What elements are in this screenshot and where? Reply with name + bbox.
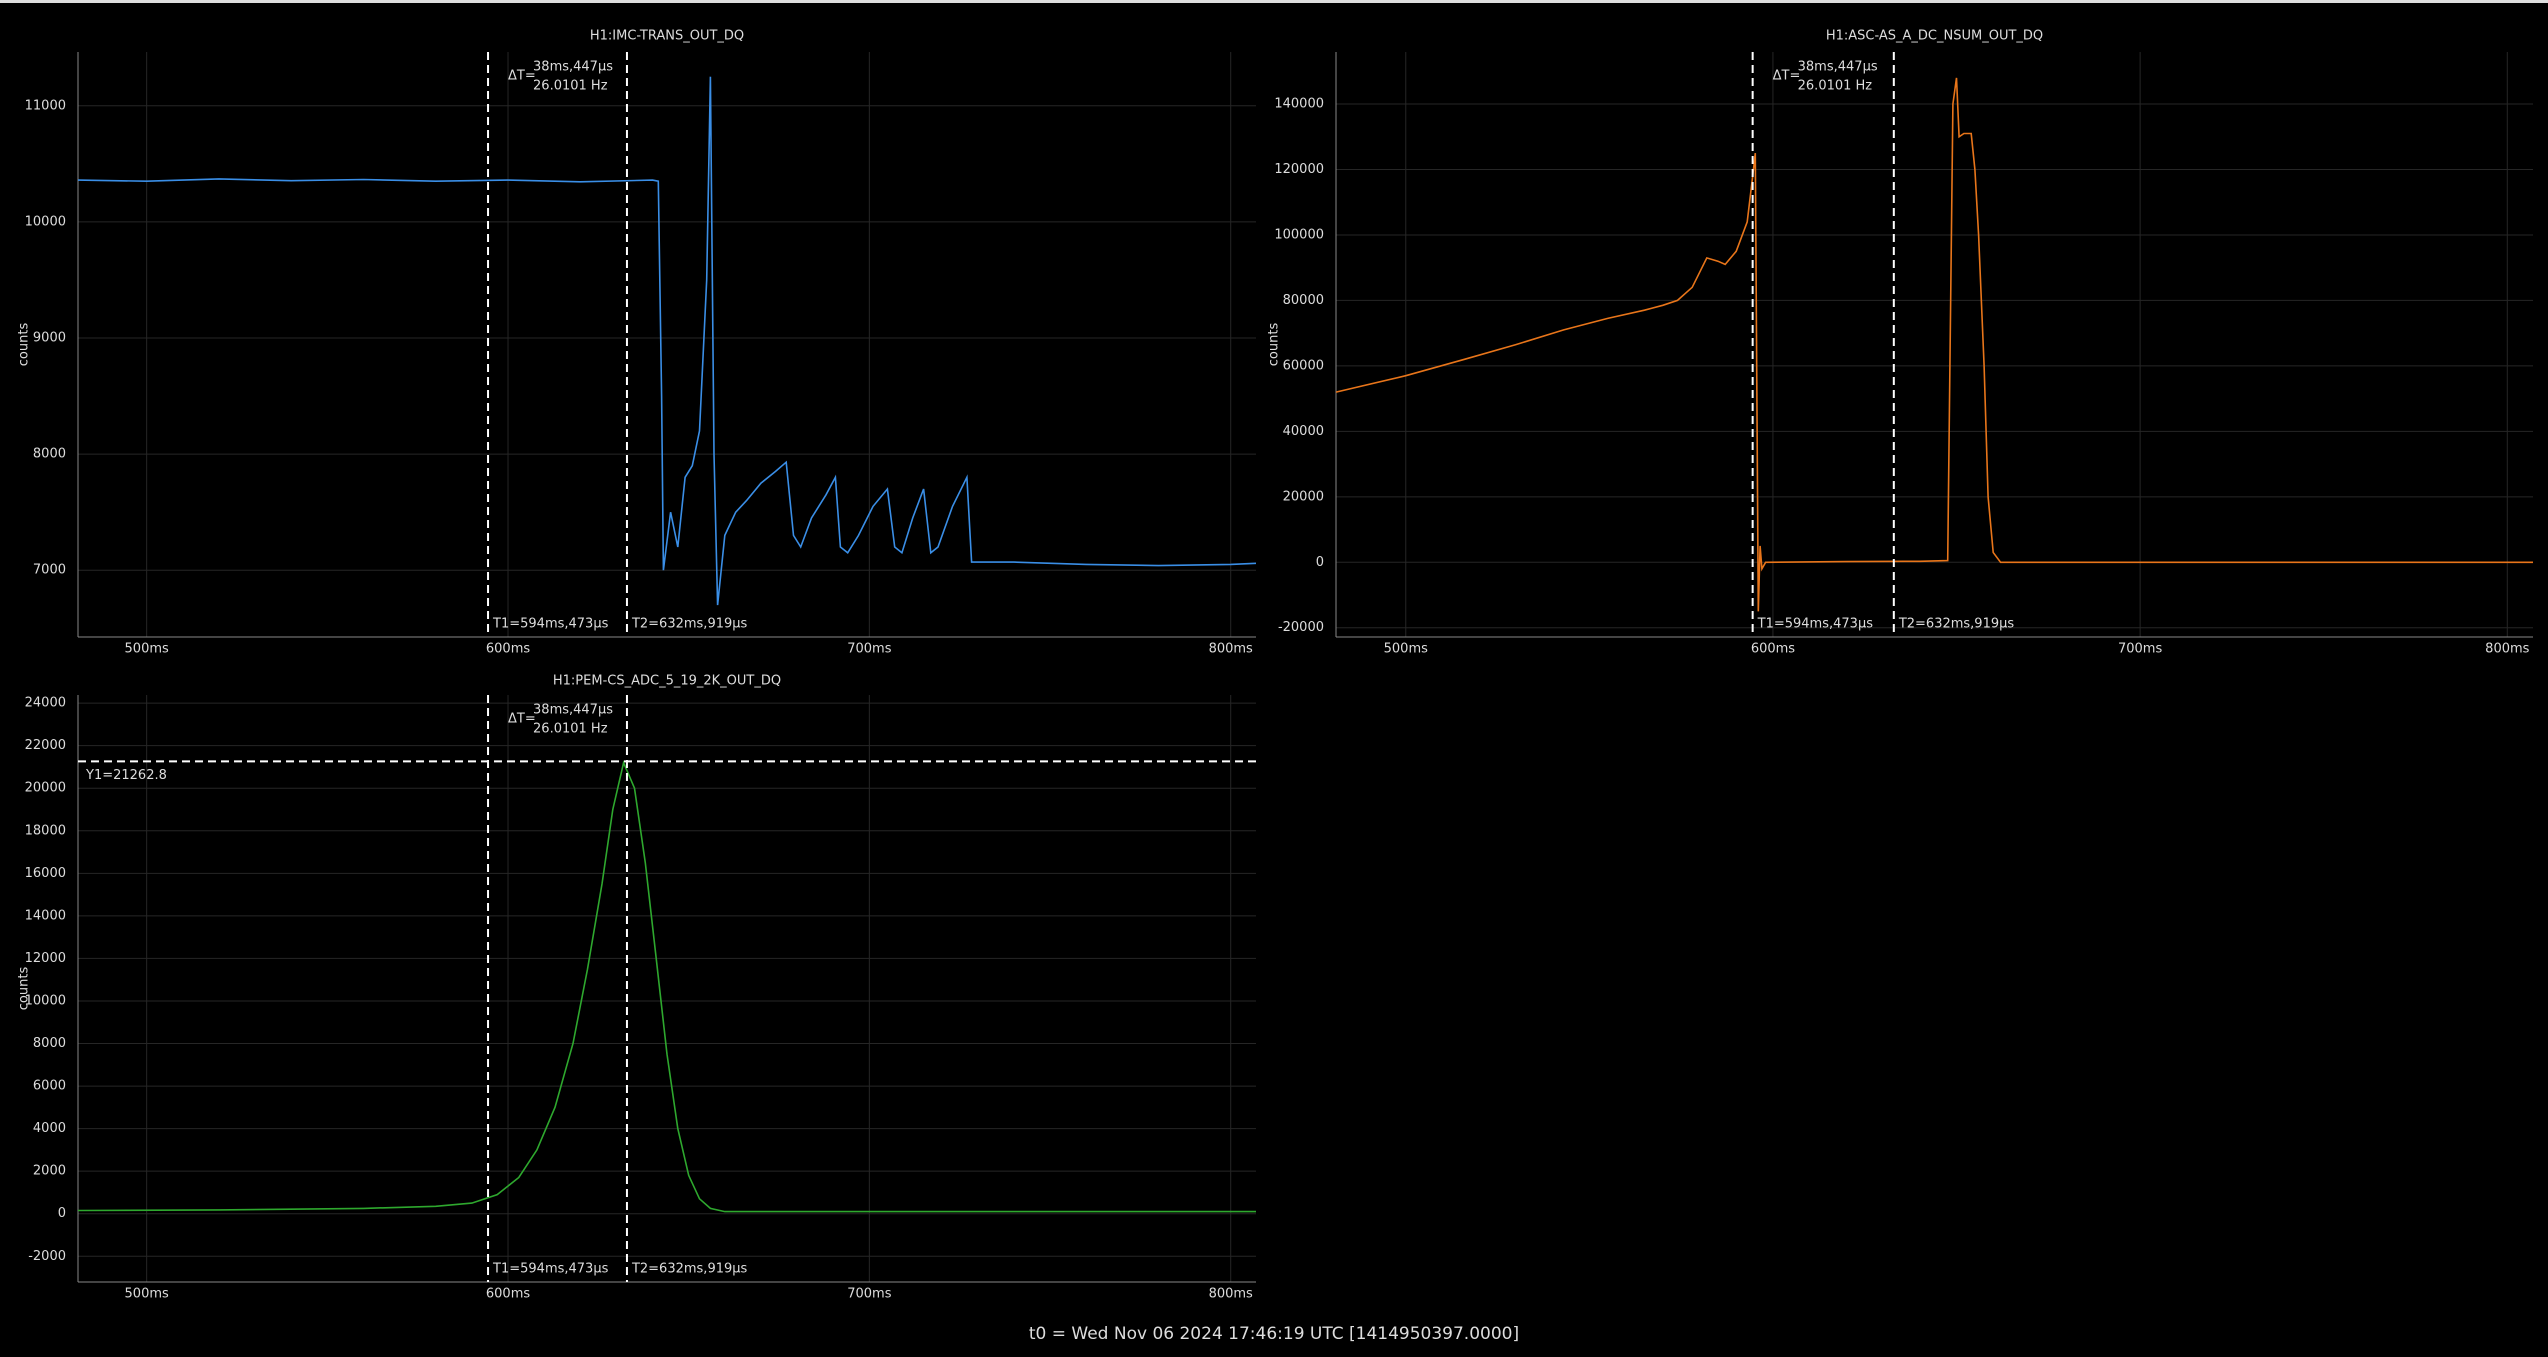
chart-title: H1:ASC-AS_A_DC_NSUM_OUT_DQ	[1826, 29, 2043, 44]
y-tick-label: 20000	[1283, 489, 1324, 504]
delta-time: 38ms,447µs	[1798, 60, 1878, 75]
x-tick-label: 500ms	[125, 642, 169, 657]
y-tick-label: 24000	[25, 696, 66, 711]
footer: t0 = Wed Nov 06 2024 17:46:19 UTC [14149…	[1029, 1324, 1519, 1344]
y-tick-label: 8000	[33, 447, 66, 462]
x-tick-label: 700ms	[2118, 642, 2162, 657]
x-tick-label: 800ms	[1209, 1287, 1253, 1302]
delta-freq: 26.0101 Hz	[533, 79, 608, 94]
y-tick-label: 10000	[25, 993, 66, 1008]
y-tick-label: 80000	[1283, 293, 1324, 308]
y-tick-label: 16000	[25, 866, 66, 881]
top-bar	[0, 0, 2548, 3]
x-tick-label: 800ms	[1209, 642, 1253, 657]
x-cursor-label: T1=594ms,473µs	[1757, 617, 1874, 632]
y-tick-label: 22000	[25, 738, 66, 753]
x-cursor-label: T2=632ms,919µs	[1898, 617, 2015, 632]
y-tick-label: 12000	[25, 951, 66, 966]
y-tick-label: 11000	[25, 98, 66, 113]
x-cursor-label: T2=632ms,919µs	[631, 1262, 748, 1277]
y-tick-label: 8000	[33, 1036, 66, 1051]
y-cursor-label: Y1=21262.8	[85, 768, 167, 783]
delta-label: ΔT=	[508, 712, 536, 727]
data-line	[77, 76, 1257, 606]
data-line	[77, 760, 1256, 1213]
x-tick-label: 700ms	[847, 1287, 891, 1302]
y-tick-label: 60000	[1283, 358, 1324, 373]
x-tick-label: 600ms	[486, 1287, 530, 1302]
delta-freq: 26.0101 Hz	[1798, 79, 1873, 94]
chart-title: H1:PEM-CS_ADC_5_19_2K_OUT_DQ	[553, 674, 781, 689]
y-tick-label: 0	[1316, 555, 1324, 570]
chart-title: H1:IMC-TRANS_OUT_DQ	[590, 29, 744, 44]
y-tick-label: 120000	[1274, 162, 1324, 177]
y-tick-label: 6000	[33, 1079, 66, 1094]
y-tick-label: 2000	[33, 1164, 66, 1179]
y-tick-label: 18000	[25, 823, 66, 838]
x-tick-label: 600ms	[486, 642, 530, 657]
delta-time: 38ms,447µs	[533, 60, 613, 75]
x-cursor-label: T2=632ms,919µs	[631, 617, 748, 632]
y-tick-label: 7000	[33, 563, 66, 578]
y-tick-label: -2000	[28, 1249, 66, 1264]
y-axis-label: counts	[1267, 323, 1282, 367]
y-tick-label: 4000	[33, 1121, 66, 1136]
x-cursor-label: T1=594ms,473µs	[492, 1262, 609, 1277]
y-tick-label: 14000	[25, 908, 66, 923]
y-tick-label: 140000	[1274, 97, 1324, 112]
x-tick-label: 500ms	[125, 1287, 169, 1302]
delta-label: ΔT=	[508, 69, 536, 84]
y-tick-label: 100000	[1274, 227, 1324, 242]
x-tick-label: 800ms	[2485, 642, 2529, 657]
delta-label: ΔT=	[1773, 69, 1801, 84]
y-axis-label: counts	[17, 323, 32, 367]
y-tick-label: 40000	[1283, 424, 1324, 439]
delta-time: 38ms,447µs	[533, 703, 613, 718]
x-tick-label: 600ms	[1751, 642, 1795, 657]
y-tick-label: -20000	[1278, 620, 1324, 635]
x-cursor-label: T1=594ms,473µs	[492, 617, 609, 632]
x-tick-label: 700ms	[847, 642, 891, 657]
data-line	[1335, 77, 2533, 612]
y-tick-label: 20000	[25, 781, 66, 796]
delta-freq: 26.0101 Hz	[533, 722, 608, 737]
y-tick-label: 9000	[33, 330, 66, 345]
y-tick-label: 10000	[25, 214, 66, 229]
y-tick-label: 0	[58, 1206, 66, 1221]
x-tick-label: 500ms	[1384, 642, 1428, 657]
y-axis-label: counts	[17, 967, 32, 1011]
